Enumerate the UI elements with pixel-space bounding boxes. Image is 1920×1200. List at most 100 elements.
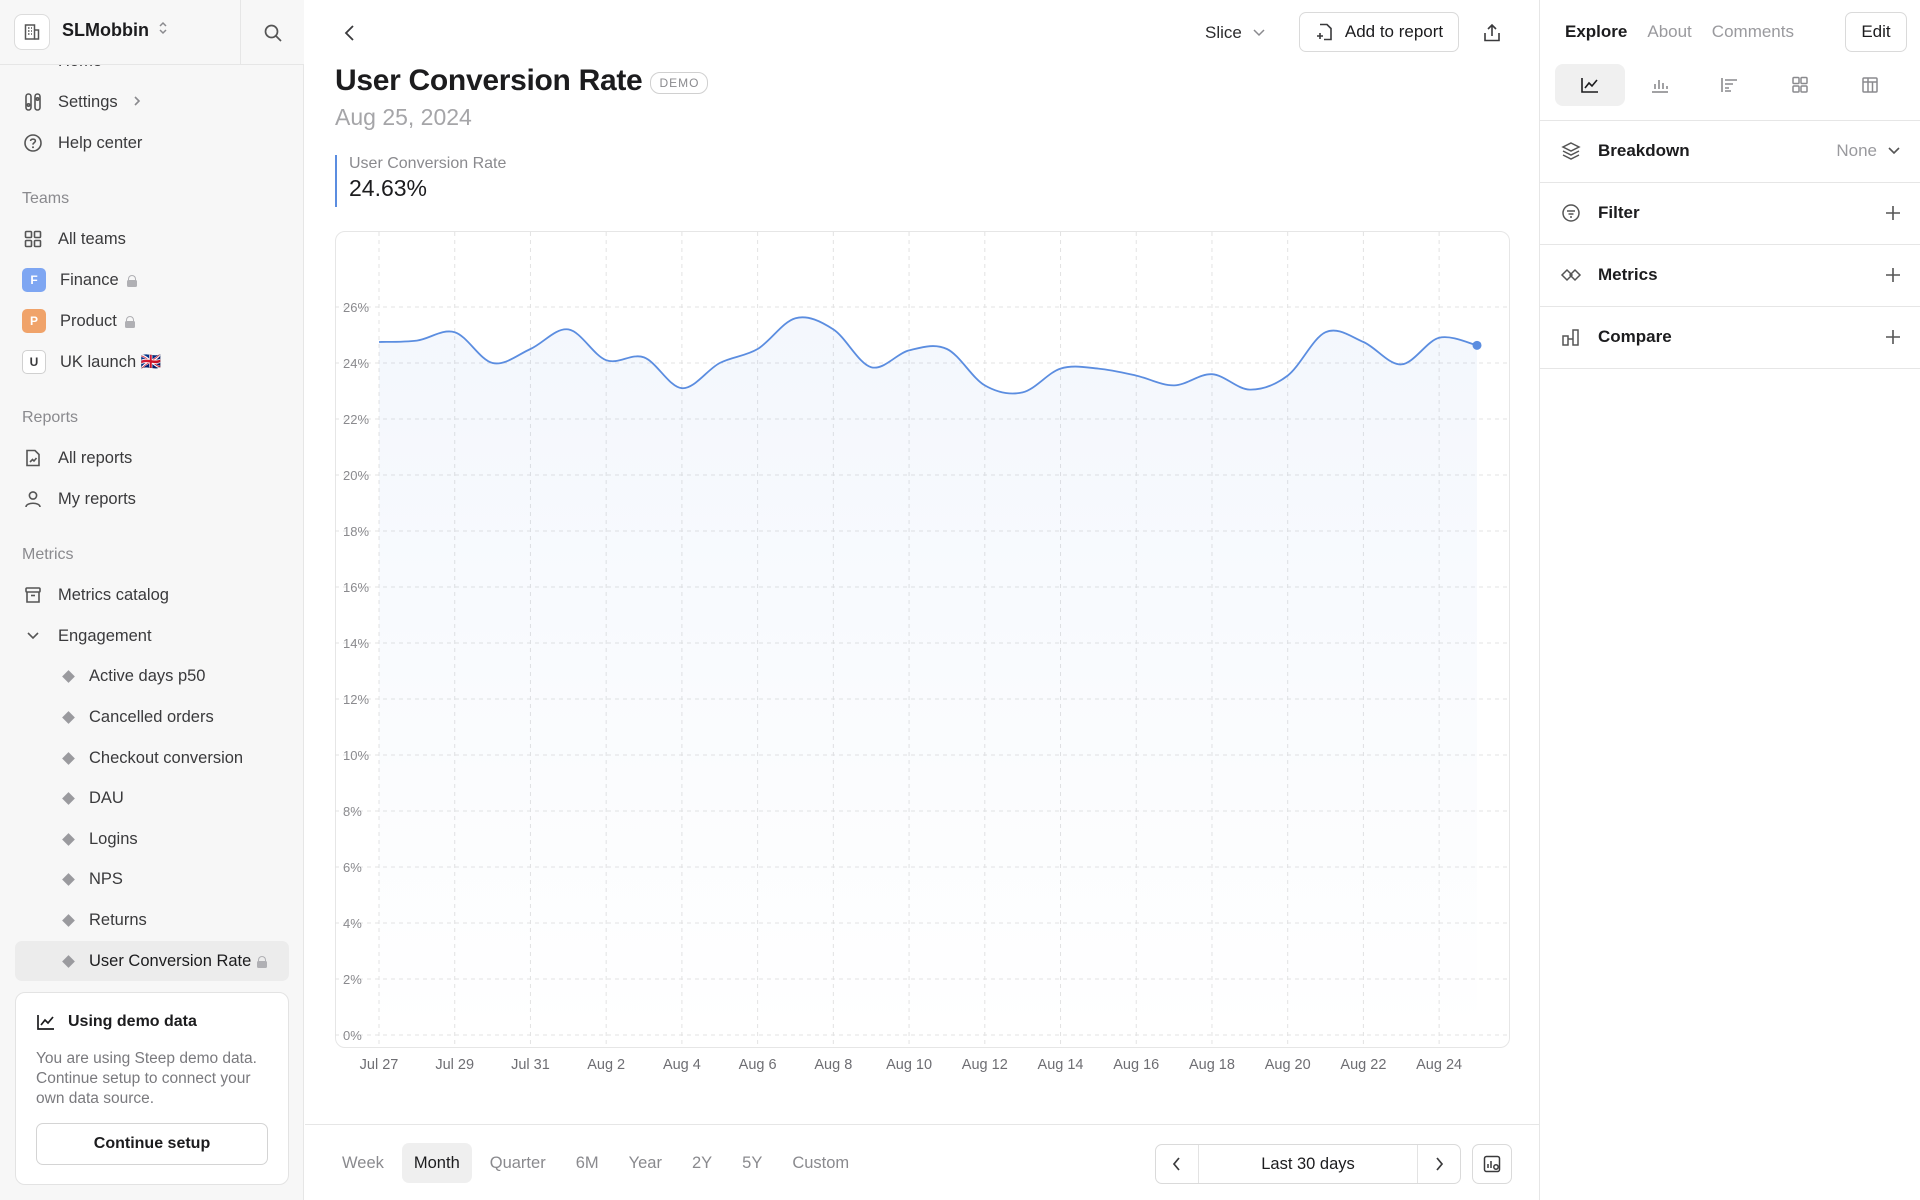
metric-diamond-icon	[62, 832, 75, 846]
filter-label: Filter	[1598, 203, 1640, 222]
last-data-point	[1472, 340, 1482, 350]
data-point	[1398, 361, 1404, 367]
sidebar-item-product[interactable]: P Product	[22, 306, 135, 336]
add-to-report-button[interactable]: Add to report	[1299, 12, 1459, 52]
tab-comments[interactable]: Comments	[1711, 22, 1794, 41]
range-tab-2y[interactable]: 2Y	[691, 1153, 713, 1172]
y-tick-label: 12%	[343, 692, 369, 707]
sidebar-item-returns[interactable]: Returns	[62, 905, 147, 935]
line-chart-view-button[interactable]	[1555, 64, 1625, 106]
sidebar-item-checkout-conversion[interactable]: Checkout conversion	[62, 743, 243, 773]
metric-diamond-icon	[62, 913, 75, 927]
y-tick-label: 8%	[343, 804, 362, 819]
sidebar-item-active-days-p50[interactable]: Active days p50	[62, 661, 205, 691]
metrics-heading: Metrics	[22, 546, 74, 563]
y-tick-label: 20%	[343, 468, 369, 483]
sidebar-item-help-center[interactable]: Help center	[22, 128, 142, 158]
sidebar-item-metrics-catalog[interactable]: Metrics catalog	[22, 580, 169, 610]
add-filter-button[interactable]	[1885, 205, 1901, 221]
org-switcher[interactable]: SLMobbin	[62, 20, 169, 41]
range-tab-5y[interactable]: 5Y	[742, 1153, 763, 1172]
compare-row[interactable]: Compare	[1540, 307, 1920, 367]
active-item-highlight	[15, 941, 289, 981]
sidebar-item-settings[interactable]: Settings	[22, 87, 142, 117]
org-switcher-icon-button[interactable]	[14, 14, 50, 50]
data-point	[717, 360, 723, 366]
sidebar-item-cancelled-orders[interactable]: Cancelled orders	[62, 702, 214, 732]
data-point	[679, 385, 685, 391]
tab-about[interactable]: About	[1647, 22, 1692, 41]
chevron-down-icon	[1253, 29, 1265, 37]
range-tab-quarter[interactable]: Quarter	[489, 1153, 546, 1172]
slice-label: Slice	[1205, 23, 1242, 42]
horizontal-bar-view-button[interactable]	[1695, 64, 1765, 106]
bar-chart-icon	[1652, 80, 1668, 93]
grid-view-button[interactable]	[1765, 64, 1835, 106]
sidebar-header: SLMobbin	[0, 0, 304, 65]
period-label[interactable]: Last 30 days	[1198, 1145, 1418, 1183]
next-period-button[interactable]	[1418, 1145, 1460, 1183]
sidebar-item-nps[interactable]: NPS	[62, 864, 123, 894]
back-button[interactable]	[335, 18, 365, 48]
data-point	[1285, 373, 1291, 379]
sidebar-item-finance[interactable]: F Finance	[22, 265, 137, 295]
x-tick-label: Aug 10	[886, 1057, 932, 1073]
line-chart[interactable]: 0% 2% 4% 6% 8% 10% 12% 14% 16% 18% 20% 22% 24% 26% Jul…	[305, 0, 1539, 1080]
lock-icon	[257, 955, 268, 968]
data-point	[641, 354, 647, 360]
sidebar-item-label: DAU	[89, 788, 124, 807]
archive-icon	[22, 584, 44, 606]
data-point	[414, 338, 420, 344]
range-tab-year[interactable]: Year	[628, 1153, 662, 1172]
sidebar-item-label: NPS	[89, 869, 123, 888]
data-point	[1020, 389, 1026, 395]
data-point	[1058, 366, 1064, 372]
metrics-row[interactable]: Metrics	[1540, 245, 1920, 305]
sidebar-item-all-teams[interactable]: All teams	[22, 224, 126, 254]
data-point	[376, 339, 382, 345]
breakdown-select[interactable]: None	[1836, 141, 1901, 161]
breakdown-row[interactable]: Breakdown None	[1540, 121, 1920, 181]
metric-diamond-icon	[62, 791, 75, 805]
user-icon	[22, 488, 44, 510]
slice-dropdown[interactable]: Slice	[1205, 18, 1266, 48]
sidebar-item-engagement[interactable]: Engagement	[22, 621, 152, 651]
share-button[interactable]	[1475, 16, 1509, 50]
data-point	[452, 329, 458, 335]
x-tick-label: Aug 14	[1038, 1057, 1084, 1073]
sidebar-item-user-conversion-rate[interactable]: User Conversion Rate	[62, 946, 268, 976]
filter-row[interactable]: Filter	[1540, 183, 1920, 243]
add-metric-button[interactable]	[1885, 267, 1901, 283]
range-tab-month[interactable]: Month	[401, 1143, 472, 1183]
main-content: Slice Add to report User Conversion Rate…	[305, 0, 1539, 1200]
previous-period-button[interactable]	[1156, 1145, 1198, 1183]
range-tab-6m[interactable]: 6M	[575, 1153, 599, 1172]
sidebar-item-uk-launch[interactable]: U UK launch 🇬🇧	[22, 347, 161, 377]
sidebar-item-label: Finance	[60, 270, 119, 289]
sidebar-item-my-reports[interactable]: My reports	[22, 484, 136, 514]
sidebar-item-all-reports[interactable]: All reports	[22, 443, 132, 473]
sidebar-item-dau[interactable]: DAU	[62, 783, 124, 813]
search-button[interactable]	[258, 18, 288, 48]
teams-heading: Teams	[22, 190, 70, 207]
tab-explore[interactable]: Explore	[1565, 22, 1628, 41]
chart-settings-icon	[1483, 1155, 1501, 1173]
range-tab-custom[interactable]: Custom	[792, 1153, 850, 1172]
table-view-button[interactable]	[1835, 64, 1905, 106]
divider	[1540, 182, 1920, 183]
data-point	[603, 357, 609, 363]
add-compare-button[interactable]	[1885, 329, 1901, 345]
demo-data-card: Using demo data You are using Steep demo…	[15, 992, 289, 1185]
search-icon	[264, 24, 282, 42]
sidebar-item-label: Logins	[89, 829, 138, 848]
bar-chart-view-button[interactable]	[1625, 64, 1695, 106]
continue-setup-button[interactable]: Continue setup	[36, 1123, 268, 1165]
edit-button[interactable]: Edit	[1845, 12, 1907, 52]
visualization-switcher	[1555, 64, 1905, 106]
range-tab-week[interactable]: Week	[342, 1153, 384, 1172]
sidebar-item-logins[interactable]: Logins	[62, 824, 138, 854]
chart-settings-button[interactable]	[1472, 1144, 1512, 1184]
x-tick-label: Aug 18	[1189, 1057, 1235, 1073]
layers-icon	[1560, 140, 1582, 162]
page-date: Aug 25, 2024	[335, 104, 472, 130]
